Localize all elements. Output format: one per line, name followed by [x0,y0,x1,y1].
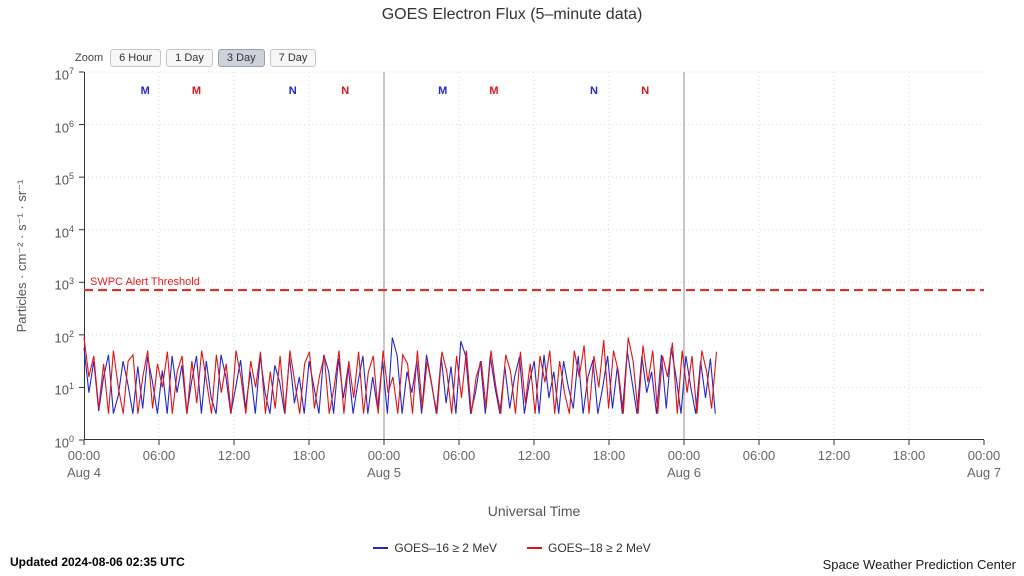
legend-item-goes16: GOES–16 ≥ 2 MeV [373,541,497,555]
satellite-marker: N [341,85,349,97]
legend-label-goes18: GOES–18 ≥ 2 MeV [548,541,651,555]
x-axis-tick-label: 00:00 [67,448,101,463]
x-axis-tick-label: 18:00 [592,448,626,463]
zoom-option-7-day[interactable]: 7 Day [269,49,317,67]
x-axis-tick-label: 00:00 [967,448,1001,463]
legend-line-goes16 [373,547,389,549]
y-axis-tick-label: 101 [54,381,74,398]
x-axis-tick-label: 00:00 [667,448,701,463]
zoom-option-6-hour[interactable]: 6 Hour [110,49,162,67]
satellite-marker: M [438,85,447,97]
x-axis-tick-label: 18:00 [292,448,326,463]
satellite-marker: N [641,85,649,97]
legend: GOES–16 ≥ 2 MeV GOES–18 ≥ 2 MeV [0,541,1024,555]
x-axis-day-label: Aug 7 [967,465,1001,480]
y-axis-tick-label: 105 [54,171,74,188]
series-line-0 [83,337,716,414]
chart-title: GOES Electron Flux (5–minute data) [381,6,643,23]
x-axis-tick-label: 06:00 [742,448,776,463]
x-axis-tick-label: 06:00 [142,448,176,463]
satellite-marker: M [192,85,201,97]
zoom-option-1-day[interactable]: 1 Day [166,49,213,67]
legend-line-goes18 [527,547,542,549]
x-axis-tick-label: 12:00 [217,448,251,463]
zoom-label: Zoom [75,52,104,64]
y-axis-tick-labels: 107 106 105 104 103 102 101 100 [0,0,78,576]
satellite-marker: N [289,85,297,97]
zoom-option-3-day[interactable]: 3 Day [217,49,265,67]
x-axis-tick-label: 12:00 [817,448,851,463]
series-line-1 [83,337,718,414]
x-axis-day-label: Aug 5 [367,465,401,480]
legend-item-goes18: GOES–18 ≥ 2 MeV [527,541,651,555]
satellite-marker: M [141,85,150,97]
x-axis-tick-label: 06:00 [442,448,476,463]
source-credit: Space Weather Prediction Center [822,557,1016,572]
x-axis-tick-label: 12:00 [517,448,551,463]
y-axis-tick-label: 100 [54,434,74,451]
y-axis-tick-label: 106 [54,118,74,135]
y-axis-tick-label: 104 [54,223,74,241]
x-axis-tick-label: 18:00 [892,448,926,463]
x-axis-day-label: Aug 6 [667,465,701,480]
y-axis-tick-label: 102 [54,328,74,346]
threshold-label: SWPC Alert Threshold [90,276,200,289]
updated-timestamp: Updated 2024-08-06 02:35 UTC [10,555,185,569]
satellite-marker: N [590,85,598,97]
x-axis-tick-label: 00:00 [367,448,401,463]
zoom-controls: Zoom 6 Hour 1 Day 3 Day 7 Day [75,49,317,67]
satellite-marker: M [489,85,498,97]
legend-label-goes16: GOES–16 ≥ 2 MeV [394,541,497,555]
x-axis-title: Universal Time [487,503,581,519]
y-axis-tick-label: 103 [54,276,74,293]
x-axis-day-label: Aug 4 [67,465,101,480]
y-axis-tick-label: 107 [54,66,74,83]
